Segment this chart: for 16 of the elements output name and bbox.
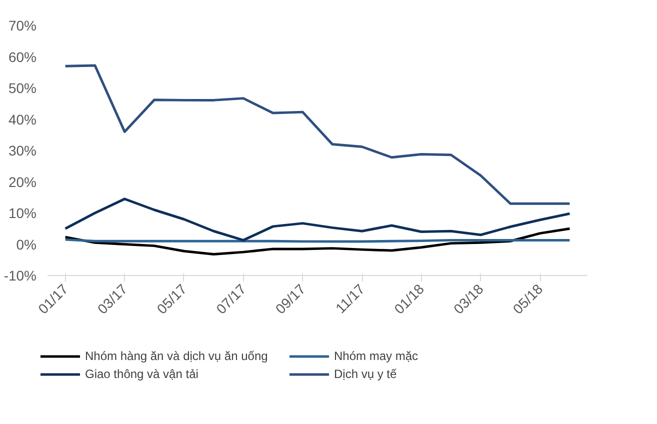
- y-tick-label: 70%: [8, 18, 37, 34]
- y-tick-label: 0%: [16, 236, 36, 252]
- y-tick-label: 50%: [8, 80, 37, 96]
- y-tick-label: -10%: [4, 268, 37, 284]
- y-tick-label: 30%: [8, 142, 37, 158]
- y-tick-label: 10%: [8, 205, 37, 221]
- line-series: [64, 198, 571, 242]
- y-tick-label: 20%: [8, 174, 37, 190]
- y-tick-label: 40%: [8, 111, 37, 128]
- legend-label: Dịch vụ y tế: [334, 367, 398, 381]
- line-series: [64, 227, 571, 256]
- legend-label: Nhóm hàng ăn và dịch vụ ăn uống: [85, 349, 269, 363]
- legend-label: Giao thông và vận tải: [85, 367, 200, 381]
- legend-label: Nhóm may mặc: [334, 349, 420, 363]
- line-series: [64, 64, 571, 205]
- y-tick-label: 60%: [8, 48, 37, 65]
